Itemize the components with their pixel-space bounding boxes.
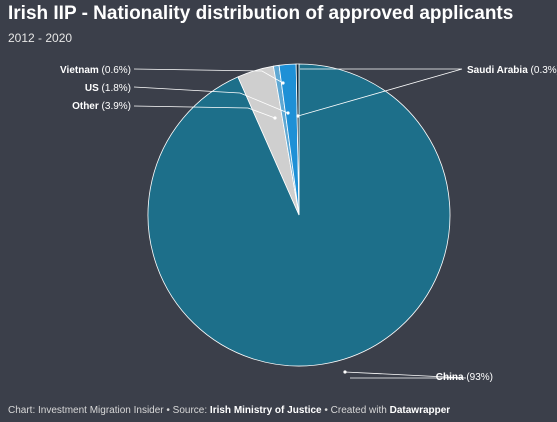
- pie-slice-china: [147, 63, 451, 367]
- footer-source: Irish Ministry of Justice: [209, 405, 322, 416]
- slice-label-name-saudi-arabia: Saudi Arabia: [467, 65, 531, 76]
- pie-slice-saudi-arabia: [295, 63, 300, 216]
- slice-label-us: US (1.8%): [85, 83, 131, 94]
- slice-label-name-other: Other: [72, 101, 101, 112]
- chart-subtitle: 2012 - 2020: [8, 31, 73, 45]
- footer-prefix: Chart: Investment Migration Insider • So…: [8, 405, 210, 416]
- leader-dot-other: [273, 116, 277, 120]
- slice-label-name-china: China: [436, 372, 467, 383]
- slice-label-china: China (93%): [436, 372, 493, 383]
- slice-label-pct-other: (3.9%): [102, 101, 131, 112]
- leader-dot-china: [343, 370, 347, 374]
- footer-middle: • Created with: [321, 405, 390, 416]
- chart-title: Irish IIP - Nationality distribution of …: [8, 3, 514, 24]
- leader-dot-vietnam: [281, 81, 285, 85]
- leader-line-saudi-arabia: [297, 68, 463, 117]
- leader-line-other: [133, 105, 276, 119]
- slice-label-name-vietnam: Vietnam: [60, 65, 102, 76]
- slice-label-vietnam: Vietnam (0.6%): [60, 65, 131, 76]
- leader-line-vietnam: [133, 68, 284, 84]
- slice-label-pct-china: (93%): [466, 372, 493, 383]
- slice-label-pct-us: (1.8%): [102, 83, 131, 94]
- chart-footer: Chart: Investment Migration Insider • So…: [8, 405, 450, 416]
- leader-line-china: [344, 371, 467, 379]
- footer-tool: Datawrapper: [389, 405, 451, 416]
- slice-label-pct-saudi-arabia: (0.3%): [531, 65, 557, 76]
- slice-label-name-us: US: [85, 83, 102, 94]
- leader-dot-us: [286, 111, 290, 115]
- slice-label-other: Other (3.9%): [72, 101, 131, 112]
- slice-label-pct-vietnam: (0.6%): [102, 65, 131, 76]
- leader-dot-saudi-arabia: [296, 114, 300, 118]
- slice-label-saudi-arabia: Saudi Arabia (0.3%): [467, 65, 557, 76]
- leader-line-us: [133, 86, 289, 114]
